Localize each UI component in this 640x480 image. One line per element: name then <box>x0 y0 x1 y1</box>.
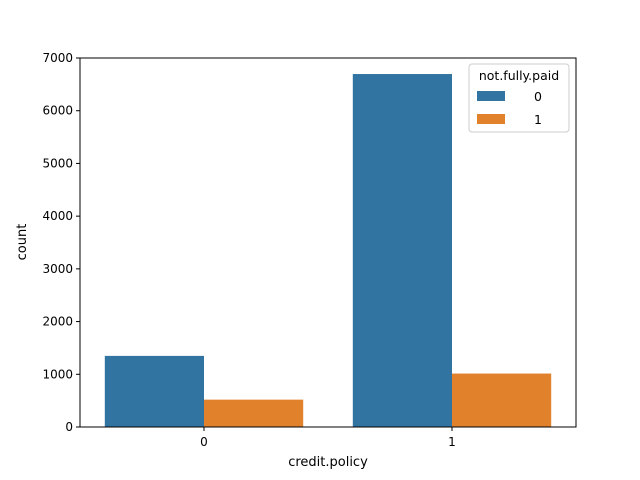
bar-series-0-category-1 <box>352 74 452 427</box>
y-axis-ticks: 0 1000 2000 3000 4000 5000 6000 7000 <box>42 51 80 434</box>
legend-label-series-0: 0 <box>534 89 542 104</box>
bars-group <box>104 74 552 427</box>
y-tick-label: 6000 <box>42 104 73 118</box>
legend: not.fully.paid 0 1 <box>468 63 570 133</box>
y-tick-label: 0 <box>65 420 73 434</box>
x-axis-label: credit.policy <box>288 455 368 470</box>
legend-swatch-series-0 <box>477 91 505 101</box>
bar-series-0-category-0 <box>104 355 204 427</box>
y-tick-label: 1000 <box>42 367 73 381</box>
y-tick-label: 5000 <box>42 156 73 170</box>
x-tick-label: 0 <box>200 435 208 449</box>
bar-series-1-category-0 <box>204 399 304 427</box>
bar-series-1-category-1 <box>452 373 552 427</box>
x-tick-label: 1 <box>448 435 456 449</box>
legend-swatch-series-1 <box>477 114 505 124</box>
y-tick-label: 7000 <box>42 51 73 65</box>
y-tick-label: 2000 <box>42 315 73 329</box>
y-tick-label: 4000 <box>42 209 73 223</box>
plot-frame <box>79 57 577 428</box>
y-axis-label: count <box>15 224 30 261</box>
legend-label-series-1: 1 <box>534 112 542 127</box>
legend-title: not.fully.paid <box>479 68 559 83</box>
y-tick-label: 3000 <box>42 262 73 276</box>
